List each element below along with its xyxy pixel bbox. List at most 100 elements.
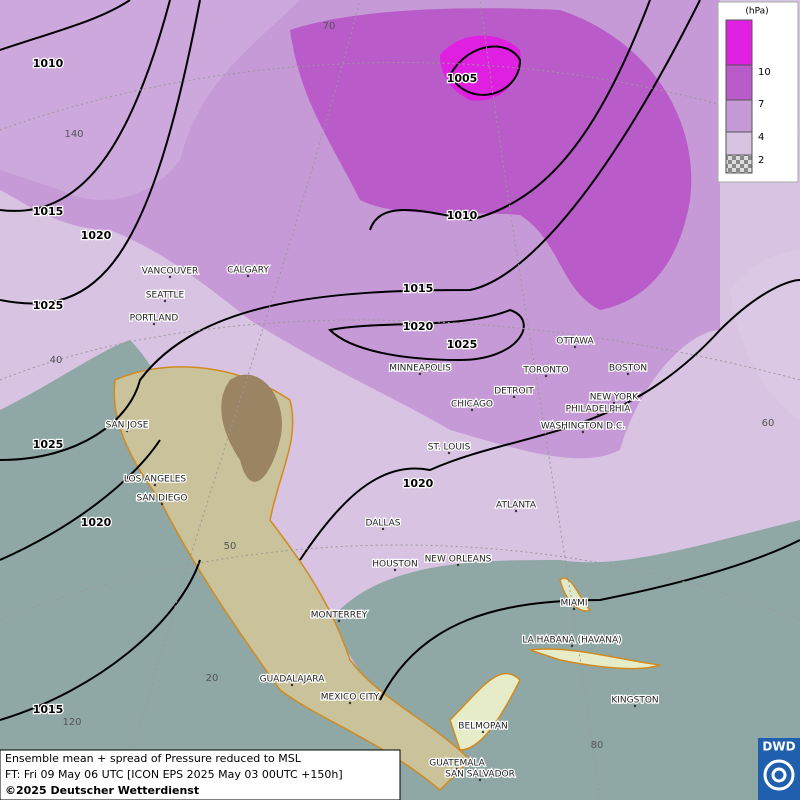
city-dot	[596, 413, 600, 417]
isobar-label: 1015	[403, 282, 434, 295]
graticule-label: 60	[762, 418, 775, 429]
city-dot	[418, 372, 422, 376]
city-dot	[152, 322, 156, 326]
city-dot	[626, 372, 630, 376]
legend-swatch	[725, 99, 753, 133]
legend-label: 10	[758, 67, 771, 78]
city-dot	[544, 374, 548, 378]
city-dot	[447, 451, 451, 455]
city-label: MINNEAPOLIS	[389, 364, 451, 374]
city-dot	[246, 274, 250, 278]
isobar-label: 1025	[447, 338, 478, 351]
city-label: NEW ORLEANS	[425, 555, 492, 565]
isobar-label: 1005	[447, 72, 478, 85]
city-label: DETROIT	[494, 387, 534, 397]
legend-unit: (hPa)	[745, 7, 768, 17]
isobar-label: 1020	[81, 516, 112, 529]
city-label: LOS ANGELES	[124, 475, 187, 485]
logo: DWD	[762, 740, 795, 754]
city-label: VANCOUVER	[142, 267, 199, 277]
footer-line: Ensemble mean + spread of Pressure reduc…	[5, 752, 302, 765]
graticule-label: 80	[591, 740, 604, 751]
city-label: SAN JOSE	[106, 421, 149, 431]
city-dot	[348, 701, 352, 705]
city-label: MIAMI	[561, 599, 588, 609]
isobar-label: 1020	[403, 477, 434, 490]
city-label: WASHINGTON D.C.	[541, 422, 625, 432]
city-dot	[572, 607, 576, 611]
footer-line: FT: Fri 09 May 06 UTC [ICON EPS 2025 May…	[5, 768, 343, 781]
graticule-label: 70	[323, 21, 336, 32]
city-label: CALGARY	[227, 266, 269, 276]
city-label: BELMOPAN	[458, 722, 507, 732]
city-label: OTTAWA	[556, 337, 594, 347]
city-label: MONTERREY	[311, 611, 368, 621]
city-dot	[514, 509, 518, 513]
isobar-label: 1025	[33, 299, 64, 312]
city-dot	[125, 429, 129, 433]
city-label: KINGSTON	[611, 696, 658, 706]
isobar-label: 1020	[403, 320, 434, 333]
isobar-label: 1010	[447, 209, 478, 222]
city-dot	[381, 527, 385, 531]
legend-label: 4	[758, 132, 764, 143]
graticule-label: 140	[64, 129, 83, 140]
legend: (hPa)	[717, 1, 799, 183]
city-label: BOSTON	[609, 364, 647, 374]
isobar-label: 1010	[33, 57, 64, 70]
legend-swatch	[725, 154, 753, 174]
legend-label: 2	[758, 155, 764, 166]
city-label: DALLAS	[365, 519, 400, 529]
city-dot	[290, 683, 294, 687]
logo-swirl	[771, 767, 787, 783]
city-dot	[633, 704, 637, 708]
city-dot	[612, 401, 616, 405]
city-label: TORONTO	[522, 366, 568, 376]
graticule-label: 40	[50, 355, 63, 366]
isobar-label: 1015	[33, 205, 64, 218]
legend-swatch	[725, 19, 753, 66]
city-dot	[153, 483, 157, 487]
city-dot	[581, 430, 585, 434]
isobar-label: 1015	[33, 703, 64, 716]
city-label: SAN SALVADOR	[445, 770, 515, 780]
legend-swatch	[725, 131, 753, 156]
city-dot	[160, 502, 164, 506]
city-label: GUATEMALA	[429, 759, 485, 769]
city-label: ATLANTA	[496, 501, 537, 511]
city-label: SEATTLE	[146, 291, 185, 301]
graticule-label: 20	[206, 673, 219, 684]
city-dot	[573, 345, 577, 349]
city-label: ST. LOUIS	[428, 443, 471, 453]
isobars	[0, 0, 800, 721]
terrain	[113, 366, 661, 792]
legend-label: 7	[758, 99, 764, 110]
logo-swirl	[763, 759, 795, 791]
isobar-label: 1020	[81, 229, 112, 242]
city-dot	[456, 563, 460, 567]
city-dot	[163, 299, 167, 303]
footer-box	[0, 749, 401, 801]
city-label: PHILADELPHIA	[566, 405, 632, 415]
graticule-label: 50	[224, 541, 237, 552]
graticule-label: 120	[62, 717, 81, 728]
city-dot	[455, 767, 459, 771]
city-dot	[393, 568, 397, 572]
city-label: LA HABANA (HAVANA)	[522, 636, 621, 646]
isobar-label: 1025	[33, 438, 64, 451]
city-dot	[512, 395, 516, 399]
city-dot	[481, 730, 485, 734]
city-dot	[570, 644, 574, 648]
city-label: HOUSTON	[372, 560, 417, 570]
city-label: GUADALAJARA	[260, 675, 326, 685]
city-dot	[478, 778, 482, 782]
city-label: SAN DIEGO	[137, 494, 188, 504]
city-dot	[470, 408, 474, 412]
city-label: PORTLAND	[130, 314, 179, 324]
city-label: NEW YORK	[590, 393, 640, 403]
city-dot	[168, 275, 172, 279]
city-label: MEXICO CITY	[321, 693, 380, 703]
labels: 1010100510151020101010251015102010251025…	[31, 21, 775, 782]
